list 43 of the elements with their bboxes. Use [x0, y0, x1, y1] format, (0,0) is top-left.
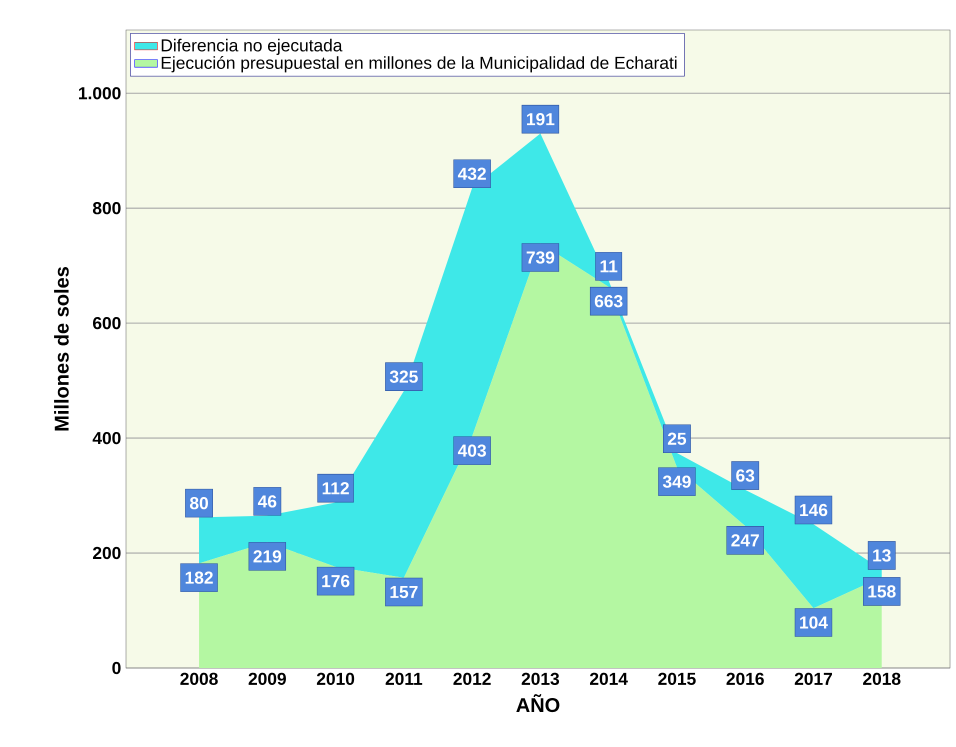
data-label: 46 [258, 495, 276, 508]
data-label: 182 [186, 572, 213, 584]
x-tick-label: 2014 [590, 672, 628, 685]
data-label: 146 [800, 504, 828, 516]
data-label: 158 [868, 585, 896, 598]
data-label: 63 [736, 469, 754, 482]
x-tick-label: 2015 [658, 672, 696, 685]
y-tick-label: 800 [92, 202, 121, 214]
y-tick-label: 200 [92, 546, 121, 560]
x-tick-label: 2018 [863, 672, 900, 685]
y-tick-label: 1.000 [79, 87, 121, 100]
data-label: 349 [662, 476, 691, 488]
x-tick-label: 2013 [522, 672, 560, 685]
data-label: 104 [800, 616, 828, 629]
y-tick-label: 600 [93, 316, 121, 330]
y-axis-title: Millones de soles [54, 267, 69, 430]
data-label: 739 [526, 251, 554, 264]
data-label: 25 [668, 432, 686, 445]
x-tick-label: 2011 [386, 672, 422, 685]
x-tick-label: 2017 [794, 672, 832, 685]
data-label: 663 [594, 295, 622, 308]
data-label: 13 [873, 549, 891, 562]
x-tick-label: 2012 [453, 672, 491, 685]
x-tick-label: 2008 [180, 672, 218, 685]
x-tick-label: 2009 [248, 672, 286, 685]
y-tick-label: 0 [112, 662, 121, 674]
data-label: 432 [458, 168, 486, 180]
data-label: 325 [390, 370, 418, 383]
data-label: 403 [458, 444, 486, 457]
data-label: 176 [322, 574, 350, 588]
data-label: 191 [527, 113, 554, 126]
data-label: 80 [190, 497, 208, 510]
x-tick-label: 2016 [726, 672, 764, 685]
data-label: 247 [731, 534, 759, 546]
legend-label: Diferencia no ejecutada [162, 38, 342, 55]
x-tick-label: 2010 [316, 672, 354, 685]
x-axis-title: AÑO [516, 694, 560, 712]
data-label: 11 [600, 260, 618, 272]
data-label: 157 [390, 586, 418, 598]
y-tick-label: 400 [92, 432, 121, 444]
data-label: 112 [322, 482, 349, 494]
data-label: 219 [253, 550, 282, 563]
legend-label: Ejecución presupuestal en millones de la Municipalidad de Echarati [162, 56, 676, 72]
